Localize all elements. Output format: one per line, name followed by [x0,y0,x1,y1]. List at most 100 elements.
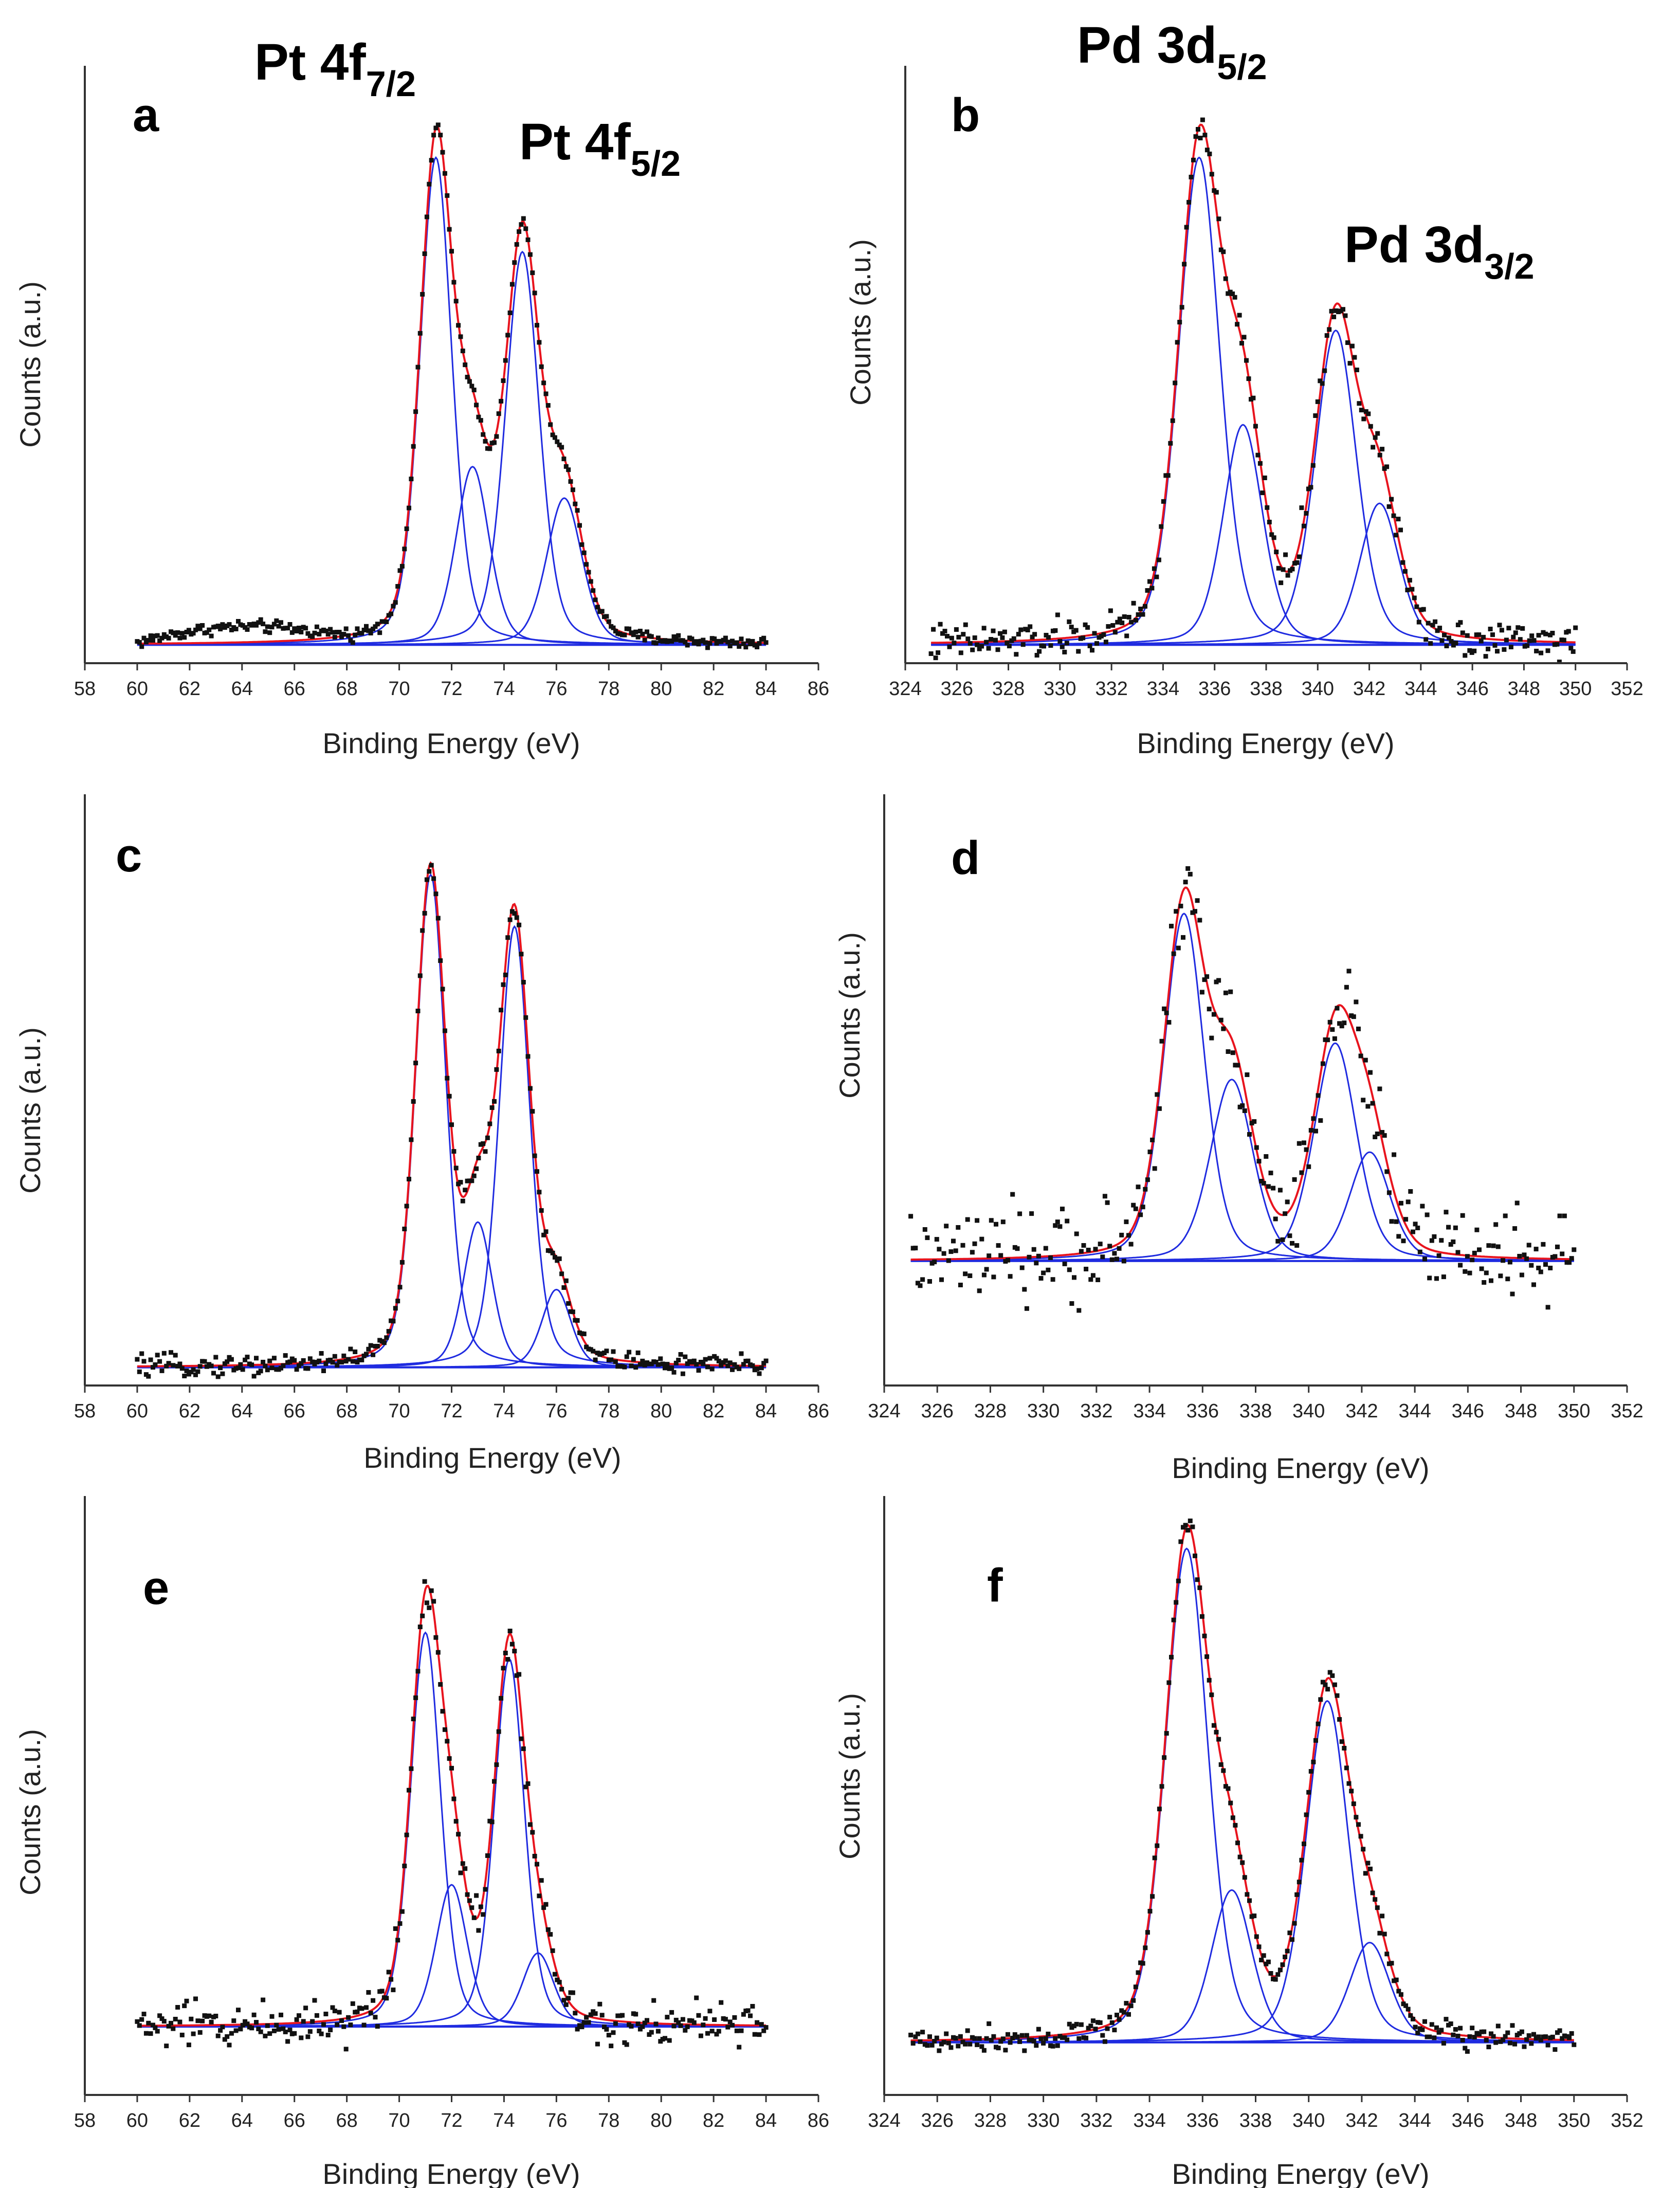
panel-c-data-point [629,1363,634,1369]
panel-e-data-point [730,2022,735,2028]
panel-c-data-point [238,1362,243,1367]
panel-f-data-point [1382,1931,1387,1937]
panel-f-data-point [1055,2043,1060,2048]
panel-b-data-point [1375,431,1380,436]
panel-d-data-point [1143,1187,1148,1192]
panel-d-data-point [1178,903,1183,908]
panel-b-data-point [1048,643,1053,648]
panel-c-data-point [763,1358,769,1363]
panel-d-data-point [1299,1170,1304,1175]
panel-b-data-point [1428,641,1433,646]
panel-b-data-point [1359,408,1364,413]
panel-a-data-point [581,550,587,555]
panel-d-data-point [1185,866,1191,871]
panel-b-data-point [1290,567,1295,572]
panel-b-data-point [1115,619,1120,625]
panel-c-data-point [135,1357,140,1362]
panel-d-data-point [1408,1189,1413,1194]
panel-d-data-point [1190,910,1195,915]
panel-c-data-point [301,1358,306,1363]
panel-b-data-point [1391,513,1396,518]
panel-b-data-point [1308,485,1313,490]
panel-d-ticks: 324 326 328 330 332 334 336 338 340 342 344 346 348 3… [868,1385,1644,1422]
panel-c-data-point [182,1374,187,1378]
panel-c-data-point [254,1356,259,1361]
panel-e-data-point [683,2028,688,2033]
panel-c-data-point [209,1363,214,1369]
panel-c-data-point [453,1165,459,1171]
panel-b-data-point [1555,642,1560,647]
panel-c-data-point [581,1332,587,1337]
panel-e-data-point [548,1932,553,1937]
panel-b-data-point [1083,622,1088,627]
panel-e-data-point [238,2027,243,2032]
panel-f-data-point [1398,1992,1403,1997]
panel-d-data-point [1157,1106,1162,1111]
panel-d-data-point [1008,1274,1013,1279]
panel-b-data-point [984,640,989,645]
panel-c-data-point [694,1362,699,1367]
panel-e-data-point [476,1928,481,1933]
panel-e-data-point [645,2018,649,2023]
panel-d-data-point [1413,1221,1418,1227]
panel-f-data-point [1218,1762,1224,1767]
panel-d-data-point [1174,909,1179,914]
panel-e-data-point [691,2020,697,2025]
panel-e-data-point [141,2012,147,2017]
panel-b-data-point [1520,626,1525,631]
panel-a-data-point [579,542,585,547]
panel-a-data-point [530,270,535,276]
panel-f-data-point [1000,2036,1006,2041]
panel-d-data-point [1067,1267,1072,1272]
panel-c-tick-label: 78 [598,1400,619,1422]
panel-d-data-point [1304,1147,1309,1152]
panel-c-data-point [159,1368,165,1373]
panel-e-data-point [364,2005,369,2010]
panel-b-data-point [1536,633,1541,638]
panel-e-data-point [182,2003,187,2009]
panel-b-data-point [1478,639,1484,644]
panel-e-data-point [343,2047,349,2052]
panel-a-data-point [694,639,699,644]
panel-b-data-point [1018,627,1024,632]
panel-e-data-point [276,2027,281,2032]
panel-c-data-point [251,1374,257,1379]
panel-b-data-point [1159,524,1164,529]
panel-a-data-point [310,634,315,639]
panel-d-data-point [1065,1218,1070,1224]
panel-a-data-point [741,641,746,646]
panel-f-data-point [1541,2034,1546,2039]
panel-c-data-point [447,1093,452,1099]
panel-a-xlabel: Binding Energy (eV) [322,727,580,759]
panel-f-data-point [1486,2045,1491,2050]
panel-c-data-point [292,1358,297,1363]
panel-a-data-point [487,446,492,451]
panel-d-data-point [1557,1213,1562,1218]
panel-e-data-point [310,2019,315,2024]
panel-d-data-point [1136,1184,1141,1190]
panel-f-data-point [1512,2041,1518,2047]
panel-a-data-point [314,624,319,629]
panel-c-data-point [739,1351,744,1356]
panel-e-data-point [451,1796,456,1801]
panel-c-data-point [665,1362,670,1367]
panel-b-data-point [1377,452,1382,458]
panel-c-data-point [321,1369,326,1373]
panel-c-data-point [745,1358,751,1363]
panel-f-data-point [1074,2021,1079,2027]
panel-f-data-point [937,2048,942,2053]
panel-b-data-point [1235,322,1240,327]
panel-f-tick-label: 332 [1080,2110,1112,2131]
panel-d-data-point [1425,1212,1430,1217]
panel-c-data-point [716,1358,721,1363]
panel-f-data-point [1038,2036,1044,2041]
panel-f-data-point [1006,2032,1010,2037]
panel-f-data-point [1197,1585,1202,1590]
panel-d-data-point [1093,1247,1098,1252]
panel-b-data-point [1518,637,1523,642]
panel-f-data-point [927,2034,932,2039]
panel-a-data-point [303,626,308,631]
panel-b-data-point [1257,461,1263,466]
panel-e-data-point [521,1746,526,1752]
panel-d-tick-label: 352 [1611,1400,1643,1422]
